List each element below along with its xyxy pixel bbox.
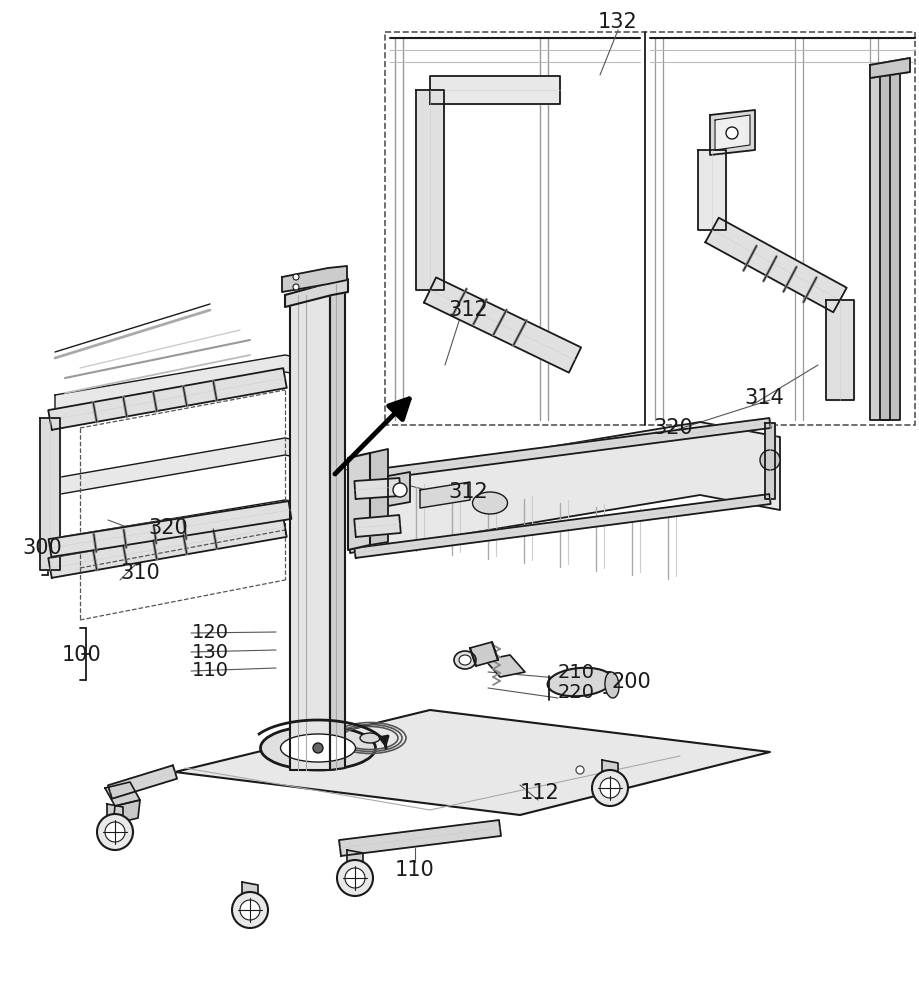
Text: 130: 130 xyxy=(192,643,229,662)
Circle shape xyxy=(240,900,260,920)
Circle shape xyxy=(292,274,299,280)
Polygon shape xyxy=(601,760,618,783)
Ellipse shape xyxy=(280,734,355,762)
Polygon shape xyxy=(429,76,560,104)
Polygon shape xyxy=(698,150,725,230)
Polygon shape xyxy=(282,266,346,292)
Polygon shape xyxy=(470,642,497,666)
Text: 110: 110 xyxy=(192,662,229,680)
Polygon shape xyxy=(242,882,257,905)
Text: 200: 200 xyxy=(611,672,651,692)
Ellipse shape xyxy=(547,668,612,696)
Circle shape xyxy=(725,127,737,139)
Polygon shape xyxy=(49,501,291,557)
Polygon shape xyxy=(369,449,388,545)
Text: 132: 132 xyxy=(597,12,637,32)
Circle shape xyxy=(591,770,628,806)
Circle shape xyxy=(336,860,372,896)
Circle shape xyxy=(575,766,584,774)
Polygon shape xyxy=(338,820,501,856)
Text: 314: 314 xyxy=(743,388,783,408)
Polygon shape xyxy=(55,438,320,495)
Polygon shape xyxy=(48,517,287,578)
Polygon shape xyxy=(415,90,444,290)
Circle shape xyxy=(96,814,133,850)
Circle shape xyxy=(599,778,619,798)
Text: 220: 220 xyxy=(558,682,595,702)
Polygon shape xyxy=(175,710,769,815)
Polygon shape xyxy=(705,218,845,312)
Polygon shape xyxy=(879,65,899,420)
Polygon shape xyxy=(330,283,345,770)
Polygon shape xyxy=(285,279,347,307)
Circle shape xyxy=(759,450,779,470)
Text: 110: 110 xyxy=(394,860,435,880)
Circle shape xyxy=(292,284,299,290)
Polygon shape xyxy=(55,500,340,555)
Bar xyxy=(384,32,914,425)
Circle shape xyxy=(105,822,125,842)
Polygon shape xyxy=(108,765,176,799)
Polygon shape xyxy=(354,478,400,499)
Text: 312: 312 xyxy=(448,300,487,320)
Polygon shape xyxy=(113,800,140,824)
Polygon shape xyxy=(869,58,909,78)
Text: 300: 300 xyxy=(22,538,62,558)
Polygon shape xyxy=(765,423,774,499)
Polygon shape xyxy=(709,110,754,155)
Text: 320: 320 xyxy=(148,518,187,538)
Polygon shape xyxy=(55,355,320,410)
Circle shape xyxy=(312,743,323,753)
Ellipse shape xyxy=(453,651,475,669)
Polygon shape xyxy=(289,285,330,770)
Ellipse shape xyxy=(459,655,471,665)
Polygon shape xyxy=(714,115,749,150)
Polygon shape xyxy=(388,472,410,506)
Ellipse shape xyxy=(605,672,618,698)
Text: 112: 112 xyxy=(519,783,560,803)
Circle shape xyxy=(345,868,365,888)
Text: 320: 320 xyxy=(652,418,692,438)
Circle shape xyxy=(232,892,267,928)
Polygon shape xyxy=(354,515,401,537)
Polygon shape xyxy=(346,850,363,873)
Text: 310: 310 xyxy=(119,563,160,583)
Polygon shape xyxy=(107,804,123,827)
Polygon shape xyxy=(424,277,581,373)
Polygon shape xyxy=(48,368,287,430)
Text: 120: 120 xyxy=(192,624,229,643)
Ellipse shape xyxy=(359,733,380,743)
Polygon shape xyxy=(354,494,770,558)
Polygon shape xyxy=(347,453,369,550)
Ellipse shape xyxy=(472,492,507,514)
Polygon shape xyxy=(825,300,853,400)
Ellipse shape xyxy=(260,726,375,770)
Polygon shape xyxy=(349,422,779,553)
Text: 312: 312 xyxy=(448,482,487,502)
Polygon shape xyxy=(40,418,60,570)
Text: 100: 100 xyxy=(62,645,102,665)
Circle shape xyxy=(392,483,406,497)
Polygon shape xyxy=(354,418,770,482)
Text: 210: 210 xyxy=(558,662,595,682)
Polygon shape xyxy=(105,782,140,806)
Polygon shape xyxy=(869,65,889,420)
Polygon shape xyxy=(420,482,470,508)
Polygon shape xyxy=(484,655,525,677)
